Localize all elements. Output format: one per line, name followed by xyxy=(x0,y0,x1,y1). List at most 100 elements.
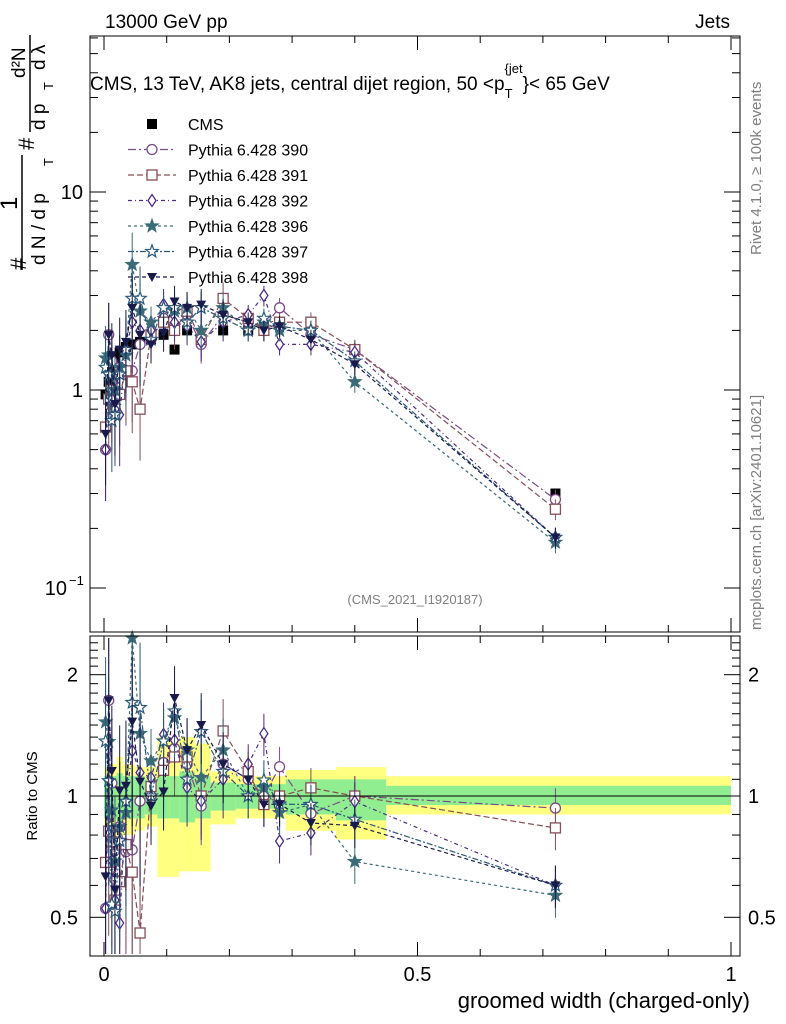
ratio-tick-label-0: 0.5 xyxy=(50,907,78,929)
legend-marker-cms xyxy=(147,119,157,129)
x-tick-label-2: 1 xyxy=(725,964,736,986)
svg-text:d λ: d λ xyxy=(29,44,50,70)
svg-text:d p: d p xyxy=(29,104,50,130)
point-pythia-6-428-398-6 xyxy=(127,303,138,313)
ratio-point-pythia-6-428-398-15 xyxy=(258,800,269,810)
legend-marker-pythia-6-428-398 xyxy=(147,273,157,282)
point-pythia-6-428-398-7 xyxy=(135,330,146,340)
point-pythia-6-428-390-16 xyxy=(273,302,286,314)
main-panel-series xyxy=(97,232,564,554)
ratio-point-pythia-6-428-398-3 xyxy=(109,885,120,895)
point-pythia-6-428-391-7 xyxy=(134,403,146,415)
point-pythia-6-428-398-13 xyxy=(218,310,229,320)
ratio-point-pythia-6-428-391-7 xyxy=(134,927,146,939)
point-pythia-6-428-392-16 xyxy=(274,337,285,352)
ratio-point-pythia-6-428-396-12 xyxy=(193,769,210,785)
point-pythia-6-428-398-12 xyxy=(196,300,207,310)
point-pythia-6-428-398-3 xyxy=(109,399,120,409)
y-axis-label: # 1 d N / d p T # d²N d p T d λ xyxy=(0,35,56,270)
legend-label-pythia-6-428-391: Pythia 6.428 391 xyxy=(188,168,308,185)
point-pythia-6-428-398-5 xyxy=(120,337,131,347)
legend-label-pythia-6-428-392: Pythia 6.428 392 xyxy=(188,194,308,211)
point-pythia-6-428-396-12 xyxy=(193,322,210,338)
point-pythia-6-428-397-7 xyxy=(132,290,148,306)
ratio-point-pythia-6-428-392-15 xyxy=(259,726,269,741)
legend-marker-pythia-6-428-396 xyxy=(144,217,160,233)
ratio-point-pythia-6-428-398-9 xyxy=(158,787,169,797)
point-pythia-6-428-397-9 xyxy=(155,299,172,315)
ratio-point-pythia-6-428-398-14 xyxy=(243,775,254,785)
svg-text:#: # xyxy=(6,257,31,270)
ratio-point-pythia-6-428-398-17 xyxy=(305,818,316,828)
ratio-point-pythia-6-428-396-18 xyxy=(346,853,363,869)
ratio-point-pythia-6-428-398-8 xyxy=(146,802,157,812)
point-pythia-6-428-398-16 xyxy=(274,322,285,332)
ratio-tick-label-right-2: 2 xyxy=(748,665,759,687)
ratio-point-pythia-6-428-398-5 xyxy=(120,781,131,791)
ratio-point-pythia-6-428-398-13 xyxy=(218,760,229,770)
point-pythia-6-428-391-19 xyxy=(549,503,562,515)
x-axis-label: groomed width (charged-only) xyxy=(458,988,750,1013)
ratio-band-green-1 xyxy=(110,776,117,819)
svg-text:d N / d p: d N / d p xyxy=(29,193,50,265)
header-left: 13000 GeV pp xyxy=(105,12,228,33)
point-pythia-6-428-398-9 xyxy=(158,328,169,338)
ratio-point-pythia-6-428-398-2 xyxy=(106,766,117,776)
ratio-line-pythia-6-428-392 xyxy=(105,731,556,924)
ratio-point-pythia-6-428-398-1 xyxy=(103,696,114,706)
ratio-point-pythia-6-428-390-16 xyxy=(273,761,286,773)
point-pythia-6-428-398-10 xyxy=(169,297,180,307)
point-pythia-6-428-398-8 xyxy=(146,340,157,350)
ratio-band-green-8 xyxy=(169,776,180,819)
y-tick-exponent: −1 xyxy=(69,573,84,588)
series-pythia-6-428-391 xyxy=(99,282,562,521)
point-pythia-6-428-398-15 xyxy=(258,326,269,336)
ratio-point-pythia-6-428-398-6 xyxy=(127,717,138,727)
ratio-point-pythia-6-428-397-2 xyxy=(104,896,120,911)
legend-marker-pythia-6-428-391 xyxy=(146,169,158,181)
legend: CMS Pythia 6.428 390 Pythia 6.428 391 Pythi… xyxy=(128,117,308,287)
svg-text:T: T xyxy=(41,158,56,166)
point-pythia-6-428-398-17 xyxy=(305,335,316,345)
ratio-line-pythia-6-428-397 xyxy=(105,701,556,912)
ratio-point-pythia-6-428-391-6 xyxy=(126,866,138,878)
point-pythia-6-428-398-19 xyxy=(550,533,561,543)
point-pythia-6-428-397-0 xyxy=(97,359,114,375)
legend-label-pythia-6-428-390: Pythia 6.428 390 xyxy=(188,143,308,160)
ratio-point-pythia-6-428-398-4 xyxy=(114,786,125,796)
svg-text:d²N: d²N xyxy=(9,47,30,78)
point-pythia-6-428-398-0 xyxy=(100,429,111,439)
ratio-series-pythia-6-428-398 xyxy=(100,638,561,954)
y-tick-label-1: 1 xyxy=(72,380,83,402)
ratio-point-pythia-6-428-397-7 xyxy=(132,699,148,715)
point-pythia-6-428-398-18 xyxy=(349,360,360,370)
ratio-point-pythia-6-428-397-15 xyxy=(256,771,272,787)
legend-label-cms: CMS xyxy=(188,117,224,134)
ratio-band-green-15 xyxy=(386,785,731,805)
legend-label-pythia-6-428-396: Pythia 6.428 396 xyxy=(188,219,308,236)
y-tick-label-2: 10 xyxy=(61,182,83,204)
x-tick-label-1: 0.5 xyxy=(404,964,432,986)
legend-label-pythia-6-428-397: Pythia 6.428 397 xyxy=(188,245,308,262)
legend-marker-pythia-6-428-390 xyxy=(146,143,158,156)
series-line-pythia-6-428-390 xyxy=(105,306,556,500)
svg-text:T: T xyxy=(41,82,56,90)
ratio-point-pythia-6-428-398-7 xyxy=(135,777,146,787)
point-pythia-6-428-392-15 xyxy=(259,288,269,303)
ratio-point-pythia-6-428-398-16 xyxy=(274,800,285,810)
legend-label-pythia-6-428-398: Pythia 6.428 398 xyxy=(188,270,308,287)
point-pythia-6-428-398-4 xyxy=(114,345,125,355)
point-pythia-6-428-398-14 xyxy=(243,318,254,328)
point-pythia-6-428-398-2 xyxy=(106,351,117,361)
y-tick-label-0: 10 xyxy=(45,578,67,600)
ratio-tick-label-1: 1 xyxy=(67,786,78,808)
mcplots-label: mcplots.cern.ch [arXiv:2401.10621] xyxy=(748,395,765,630)
ratio-tick-label-right-1: 1 xyxy=(748,786,759,808)
ratio-point-pythia-6-428-392-16 xyxy=(274,833,285,849)
svg-text:#: # xyxy=(14,137,39,150)
rivet-version-label: Rivet 4.1.0, ≥ 100k events xyxy=(748,82,765,255)
ratio-point-pythia-6-428-397-0 xyxy=(97,732,114,748)
chart-title: CMS, 13 TeV, AK8 jets, central dijet reg… xyxy=(90,61,610,101)
